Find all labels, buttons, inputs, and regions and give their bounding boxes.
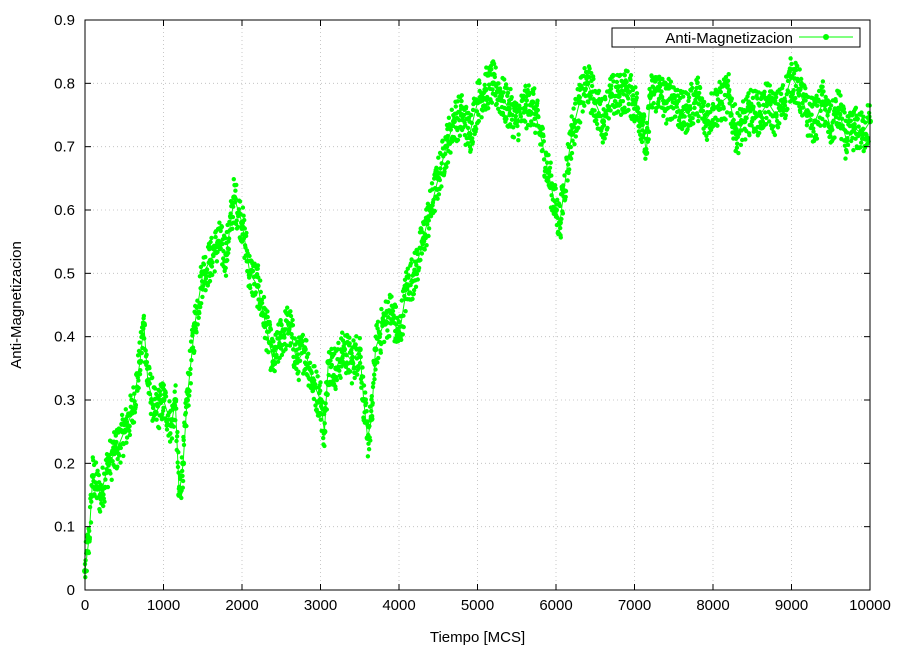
series-area [82,56,873,580]
x-tick-label: 10000 [849,597,891,614]
y-axis-label: Anti-Magnetizacion [8,241,25,369]
axis-ticks [84,19,871,591]
y-tick-label: 0 [67,582,75,599]
x-tick-label: 7000 [618,597,651,614]
x-tick-label: 0 [81,597,89,614]
legend-label: Anti-Magnetizacion [665,30,793,47]
legend-box [611,27,861,48]
data-point [521,105,528,112]
x-tick-label: 8000 [696,597,729,614]
legend-marker [823,34,829,40]
data-point [600,118,607,125]
x-tick-label: 6000 [539,597,572,614]
y-tick-label: 0.9 [54,12,75,29]
series-0 [82,56,873,580]
data-point [89,473,96,479]
y-tick-label: 0.6 [54,202,75,219]
y-tick-label: 0.4 [54,329,75,346]
y-tick-label: 0.2 [54,455,75,472]
x-tick-label: 1000 [147,597,180,614]
y-tick-label: 0.8 [54,75,75,92]
x-tick-label: 3000 [304,597,337,614]
x-tick-label: 4000 [382,597,415,614]
y-tick-label: 0.5 [54,265,75,282]
data-point [466,131,473,137]
y-tick-label: 0.3 [54,392,75,409]
x-tick-label: 2000 [225,597,258,614]
x-tick-label: 5000 [461,597,494,614]
legend: Anti-Magnetizacion [611,27,861,48]
x-axis-label: Tiempo [MCS] [430,629,525,646]
tick-labels: 0 1000 2000 3000 4000 5000 6000 7000 8000 9000 100… [54,12,891,614]
x-tick-label: 9000 [775,597,808,614]
y-tick-label: 0.1 [54,519,75,536]
data-point [180,460,187,467]
data-point [490,80,497,87]
y-tick-label: 0.7 [54,139,75,156]
